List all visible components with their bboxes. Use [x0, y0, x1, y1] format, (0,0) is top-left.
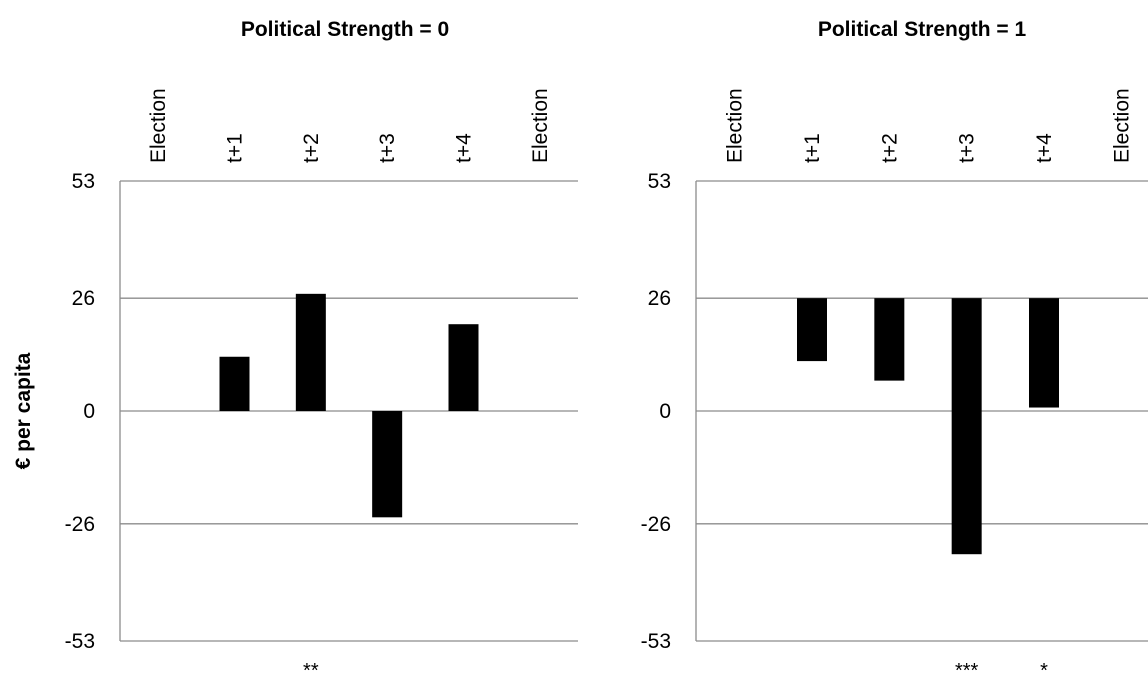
- panel-0-category-label: t+3: [376, 133, 399, 163]
- panel-1-bar: [874, 298, 905, 381]
- panel-1-category-label: t+3: [956, 133, 979, 163]
- panel-0-bar: [295, 293, 326, 411]
- panel-1-category-label: t+4: [1033, 133, 1056, 163]
- panel-0-significance-marker: **: [303, 660, 319, 682]
- panel-0-y-tick-label: -53: [65, 630, 95, 653]
- panel-0-bar: [448, 324, 479, 411]
- panel-1-y-tick-label: -26: [641, 513, 671, 536]
- panel-1-y-tick-label: -53: [641, 630, 671, 653]
- panel-0-bar: [219, 356, 250, 411]
- panel-0-title: Political Strength = 0: [241, 18, 449, 41]
- panel-0-category-label: t+2: [300, 133, 323, 163]
- panel-1-significance-marker: ***: [955, 660, 979, 682]
- panel-0-y-tick-label: 0: [83, 400, 95, 423]
- panel-0-y-axis-label: € per capita: [12, 352, 35, 469]
- panel-1-y-tick-label: 53: [648, 170, 671, 193]
- panel-0-y-tick-label: -26: [65, 513, 95, 536]
- panel-1-category-label: Election: [724, 88, 747, 163]
- panel-1-bar: [1029, 298, 1059, 408]
- panel-0-y-tick-label: 26: [72, 287, 95, 310]
- panel-0-category-label: t+1: [224, 133, 247, 163]
- panel-1-y-tick-label: 26: [648, 287, 671, 310]
- panel-1-significance-marker: *: [1040, 660, 1048, 682]
- panel-0-category-label: Election: [147, 88, 170, 163]
- panel-1-category-label: t+1: [801, 133, 824, 163]
- panel-0-bar: [372, 411, 403, 518]
- panel-0-category-label: Election: [529, 88, 552, 163]
- panel-1-category-label: t+2: [878, 133, 901, 163]
- panel-1-bar: [951, 298, 982, 555]
- panel-0-category-label: t+4: [453, 133, 476, 163]
- panel-1-y-tick-label: 0: [659, 400, 671, 423]
- panel-0-y-tick-label: 53: [72, 170, 95, 193]
- panel-1-bar: [797, 298, 827, 362]
- panel-1-category-label: Election: [1110, 88, 1133, 163]
- panel-1-title: Political Strength = 1: [818, 18, 1027, 41]
